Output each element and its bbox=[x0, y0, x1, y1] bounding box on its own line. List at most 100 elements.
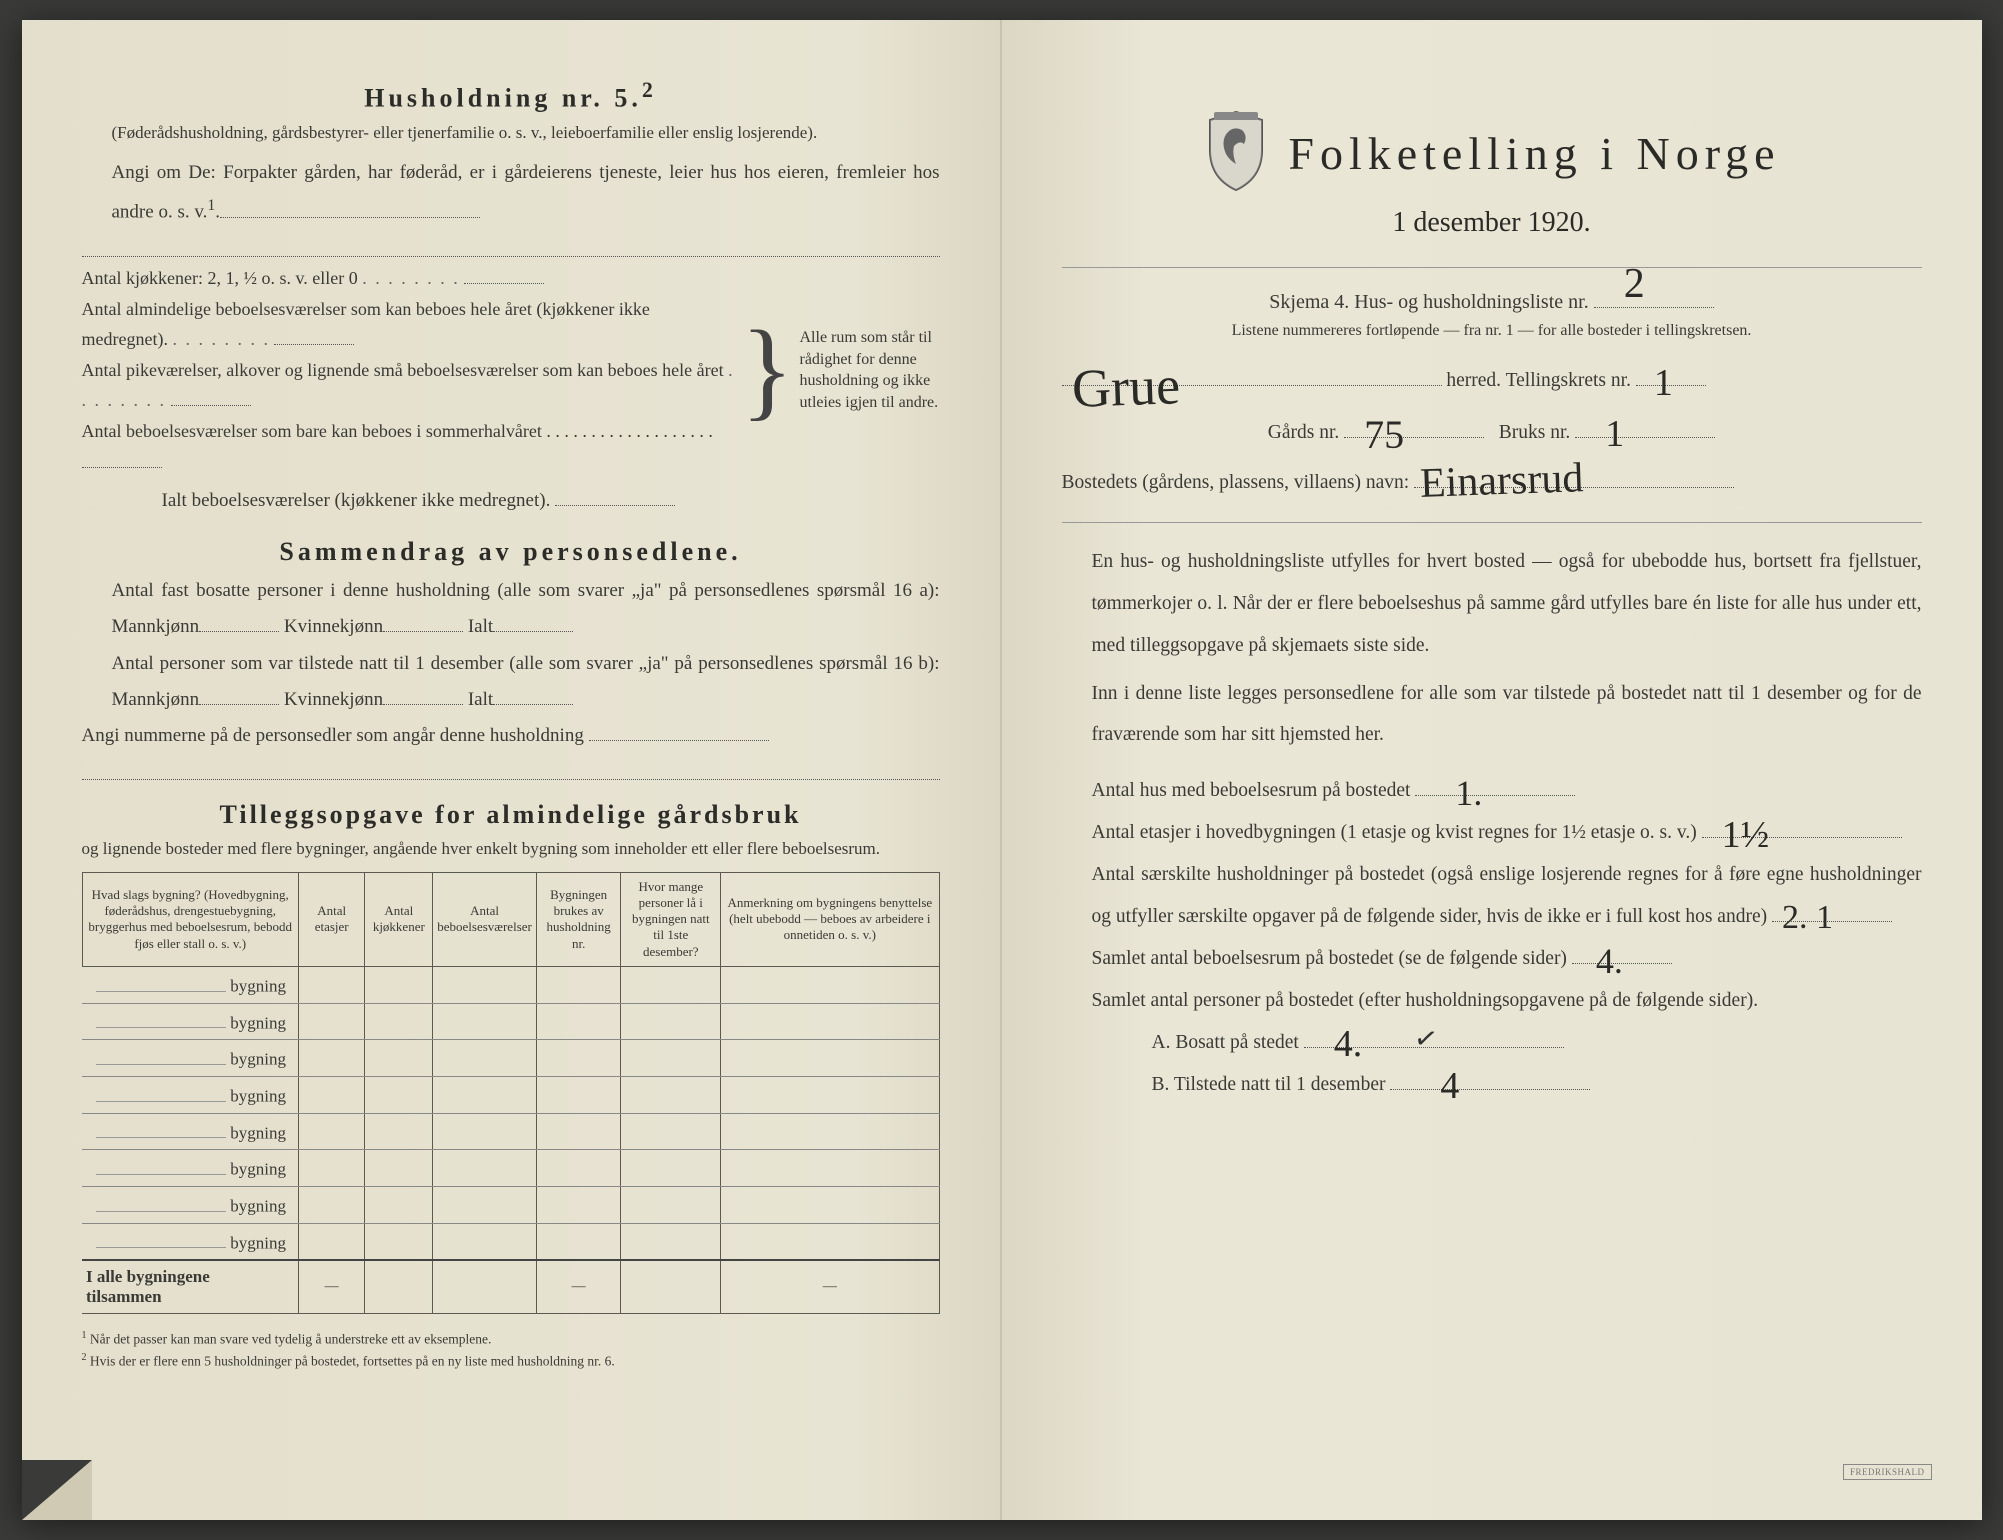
q3-field: 2. 1 bbox=[1772, 901, 1892, 922]
heading-text: Husholdning nr. 5. bbox=[364, 84, 642, 113]
summary-2: Antal personer som var tilstede natt til… bbox=[82, 646, 940, 718]
brace-item-0: Antal almindelige beboelsesværelser som … bbox=[82, 294, 735, 355]
divider bbox=[1062, 267, 1922, 268]
divider bbox=[1062, 522, 1922, 523]
instruction-para-2: Inn i denne liste legges personsedlene f… bbox=[1062, 673, 1922, 757]
census-date: 1 desember 1920. bbox=[1062, 207, 1922, 239]
blank bbox=[383, 684, 463, 705]
row-label: bygning bbox=[82, 966, 298, 1003]
q2-value: 1½ bbox=[1722, 795, 1770, 877]
bosted-field: Einarsrud bbox=[1414, 466, 1734, 487]
angi-line: Angi nummerne på de personsedler som ang… bbox=[82, 718, 940, 754]
blank bbox=[274, 325, 354, 345]
table-row: bygning bbox=[82, 1076, 939, 1113]
heading-sup: 2 bbox=[642, 78, 657, 102]
right-header: Folketelling i Norge bbox=[1062, 110, 1922, 197]
left-page: Husholdning nr. 5.2 (Føderådshusholdning… bbox=[22, 20, 1002, 1520]
census-title: Folketelling i Norge bbox=[1288, 127, 1780, 180]
brace-block: Antal kjøkkener: 2, 1, ½ o. s. v. eller … bbox=[82, 263, 940, 477]
blank bbox=[171, 387, 251, 407]
table-header-row: Hvad slags bygning? (Hovedbygning, føder… bbox=[82, 872, 939, 966]
q2-line: Antal etasjer i hovedbygningen (1 etasje… bbox=[1062, 812, 1922, 854]
th-1: Antal etasjer bbox=[298, 872, 364, 966]
footnote-2: 2 Hvis der er flere enn 5 husholdninger … bbox=[82, 1350, 940, 1372]
total-label: I alle bygningene tilsammen bbox=[82, 1260, 298, 1314]
blank-full bbox=[82, 758, 940, 780]
footnote-1: 1 Når det passer kan man svare ved tydel… bbox=[82, 1328, 940, 1350]
tillegg-sub: og lignende bosteder med flere bygninger… bbox=[82, 836, 940, 862]
gards-line: Gårds nr. 75 Bruks nr. 1 bbox=[1062, 412, 1922, 454]
q5-line: Samlet antal personer på bostedet (efter… bbox=[1062, 980, 1922, 1022]
ialt-line: Ialt beboelsesværelser (kjøkkener ikke m… bbox=[82, 483, 940, 519]
tillegg-heading: Tilleggsopgave for almindelige gårdsbruk bbox=[82, 800, 940, 830]
blank bbox=[464, 264, 544, 284]
gards-value: 75 bbox=[1364, 392, 1404, 478]
qB-field: 4 bbox=[1390, 1068, 1590, 1089]
q1-value: 1. bbox=[1455, 755, 1482, 832]
qB-line: B. Tilstede natt til 1 desember 4 bbox=[1062, 1064, 1922, 1106]
brace-item-1: Antal pikeværelser, alkover og lignende … bbox=[82, 355, 735, 416]
gards-field: 75 bbox=[1344, 416, 1484, 437]
table-row: bygning bbox=[82, 1113, 939, 1150]
row-label: bygning bbox=[82, 1003, 298, 1040]
row-label: bygning bbox=[82, 1076, 298, 1113]
q4-value: 4. bbox=[1596, 923, 1623, 1000]
q3-value: 2. 1 bbox=[1782, 881, 1833, 954]
krets-value: 1 bbox=[1654, 343, 1673, 425]
brace-left-content: Antal kjøkkener: 2, 1, ½ o. s. v. eller … bbox=[82, 263, 735, 477]
blank bbox=[199, 684, 279, 705]
liste-nr-value: 2 bbox=[1624, 260, 1645, 308]
right-page: Folketelling i Norge 1 desember 1920. Sk… bbox=[1002, 20, 1982, 1520]
bruks-field: 1 bbox=[1575, 416, 1715, 437]
kjokken-line: Antal kjøkkener: 2, 1, ½ o. s. v. eller … bbox=[82, 263, 735, 294]
table-row: bygning bbox=[82, 1150, 939, 1187]
brace-right-text: Alle rum som står til rådighet for denne… bbox=[800, 327, 940, 413]
qA-value: 4. bbox=[1334, 1004, 1363, 1086]
q1-line: Antal hus med beboelsesrum på bostedet 1… bbox=[1062, 770, 1922, 812]
brace-item-2: Antal beboelsesværelser som bare kan beb… bbox=[82, 416, 735, 477]
th-5: Hvor mange personer lå i bygningen natt … bbox=[621, 872, 721, 966]
liste-note: Listene nummereres fortløpende — fra nr.… bbox=[1062, 322, 1922, 340]
document-spread: Husholdning nr. 5.2 (Føderådshusholdning… bbox=[22, 20, 1982, 1520]
blank-full bbox=[82, 235, 940, 257]
qA-line: A. Bosatt på stedet 4. ✓ bbox=[1062, 1022, 1922, 1064]
blank bbox=[199, 612, 279, 633]
printer-stamp: FREDRIKSHALD bbox=[1843, 1464, 1932, 1480]
q2-field: 1½ bbox=[1702, 817, 1902, 838]
q4-field: 4. bbox=[1572, 943, 1672, 964]
summary-1: Antal fast bosatte personer i denne hush… bbox=[82, 573, 940, 645]
th-2: Antal kjøkkener bbox=[365, 872, 433, 966]
q3-line: Antal særskilte husholdninger på bostede… bbox=[1062, 854, 1922, 938]
blank bbox=[589, 720, 769, 741]
liste-nr-field: 2 bbox=[1594, 286, 1714, 308]
table-row: bygning bbox=[82, 1187, 939, 1224]
krets-field: 1 bbox=[1636, 365, 1706, 386]
building-table: Hvad slags bygning? (Hovedbygning, føder… bbox=[82, 872, 940, 1315]
table-row: bygning bbox=[82, 1003, 939, 1040]
heading-subtitle: (Føderådshusholdning, gårdsbestyrer- ell… bbox=[82, 120, 940, 146]
qA-field: 4. ✓ bbox=[1304, 1026, 1564, 1047]
table-total-row: I alle bygningene tilsammen — — — bbox=[82, 1260, 939, 1314]
blank bbox=[555, 485, 675, 506]
table-row: bygning bbox=[82, 1040, 939, 1077]
bruks-value: 1 bbox=[1605, 394, 1624, 476]
skjema-line: Skjema 4. Hus- og husholdningsliste nr. … bbox=[1062, 286, 1922, 314]
table-row: bygning bbox=[82, 966, 939, 1003]
row-label: bygning bbox=[82, 1150, 298, 1187]
th-6: Anmerkning om bygningens benyttelse (hel… bbox=[721, 872, 939, 966]
summary-heading: Sammendrag av personsedlene. bbox=[82, 537, 940, 567]
page-fold-corner bbox=[22, 1460, 92, 1520]
herred-field: Grue bbox=[1062, 365, 1442, 386]
th-3: Antal beboelsesværelser bbox=[433, 872, 537, 966]
q1-field: 1. bbox=[1415, 775, 1575, 796]
th-4: Bygningen brukes av husholdning nr. bbox=[536, 872, 621, 966]
blank bbox=[383, 612, 463, 633]
blank-line bbox=[220, 197, 480, 218]
blank bbox=[493, 612, 573, 633]
blank bbox=[82, 448, 162, 468]
footnotes: 1 Når det passer kan man svare ved tydel… bbox=[82, 1328, 940, 1372]
qB-value: 4 bbox=[1440, 1046, 1459, 1128]
th-0: Hvad slags bygning? (Hovedbygning, føder… bbox=[82, 872, 298, 966]
herred-line: Grue herred. Tellingskrets nr. 1 bbox=[1062, 360, 1922, 402]
instruction-para-1: En hus- og husholdningsliste utfylles fo… bbox=[1062, 541, 1922, 667]
